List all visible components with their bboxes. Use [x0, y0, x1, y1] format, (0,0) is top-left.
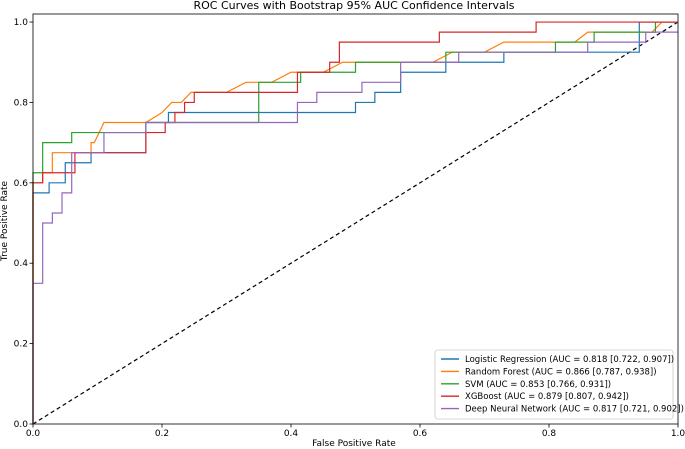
plot-frame [32, 13, 679, 425]
x-tick-label: 1.0 [671, 429, 685, 439]
series-line-1 [32, 21, 678, 424]
legend: Logistic Regression (AUC = 0.818 [0.722,… [434, 349, 684, 420]
y-tick-label: 1.0 [14, 18, 29, 28]
y-tick-label: 0.8 [14, 98, 29, 108]
legend-entry-5: Deep Neural Network (AUC = 0.817 [0.721,… [465, 405, 684, 415]
legend-box [434, 349, 674, 420]
y-axis-ticks: 0.0 0.2 0.4 0.6 0.8 1.0 [14, 18, 33, 430]
plot-area [32, 13, 679, 425]
legend-entry-4: XGBoost (AUC = 0.879 [0.807, 0.942]) [465, 392, 629, 402]
y-tick-label: 0.4 [14, 259, 29, 269]
series-line-5 [32, 31, 678, 424]
x-tick-label: 0.6 [413, 429, 428, 439]
x-axis-ticks: 0.0 0.2 0.4 0.6 0.8 1.0 [26, 424, 685, 439]
chart-title: ROC Curves with Bootstrap 95% AUC Confid… [194, 0, 515, 12]
y-tick-label: 0.2 [14, 340, 28, 350]
x-tick-label: 0.0 [26, 429, 41, 439]
legend-entry-2: Random Forest (AUC = 0.866 [0.787, 0.938… [465, 367, 657, 377]
x-axis-label: False Positive Rate [312, 439, 396, 449]
chance-diagonal-line [32, 21, 679, 425]
y-tick-label: 0.0 [14, 420, 29, 430]
x-tick-label: 0.8 [542, 429, 557, 439]
y-axis-label: True Positive Rate [0, 180, 10, 262]
x-tick-label: 0.2 [155, 429, 169, 439]
legend-entry-1: Logistic Regression (AUC = 0.818 [0.722,… [465, 355, 674, 365]
x-tick-label: 0.4 [284, 429, 299, 439]
y-tick-label: 0.6 [14, 179, 29, 189]
series-line-4 [32, 21, 678, 424]
legend-entry-3: SVM (AUC = 0.853 [0.766, 0.931]) [465, 380, 611, 390]
